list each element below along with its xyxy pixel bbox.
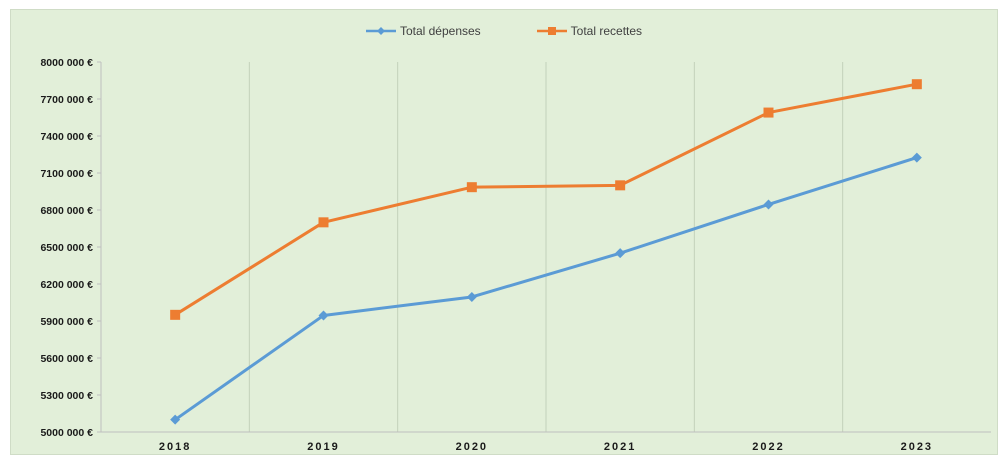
data-point-depenses [911, 152, 922, 163]
x-tick-label: 2021 [604, 441, 636, 453]
y-tick-label: 6800 000 € [40, 205, 93, 217]
y-tick-label: 7700 000 € [40, 94, 93, 106]
series-line-1 [174, 82, 918, 317]
data-point-recettes [170, 309, 181, 320]
x-tick-label: 2018 [159, 441, 191, 453]
data-point-recettes [615, 180, 626, 191]
data-point-depenses [466, 291, 477, 302]
x-tick-label: 2023 [901, 441, 933, 453]
legend-marker-depenses [365, 27, 396, 35]
y-tick-label: 5900 000 € [40, 316, 93, 328]
data-point-depenses [615, 248, 626, 259]
data-point-depenses [170, 414, 181, 425]
chart-area: Total dépenses Total recettes 5000 000 €… [10, 9, 998, 455]
data-point-recettes [763, 107, 774, 118]
data-point-depenses [318, 310, 329, 321]
data-point-recettes [318, 217, 329, 228]
x-tick-label: 2022 [752, 441, 784, 453]
y-tick-label: 5300 000 € [40, 390, 93, 402]
y-tick-label: 8000 000 € [40, 57, 93, 69]
y-tick-label: 5000 000 € [40, 427, 93, 439]
data-point-depenses [763, 199, 774, 210]
series-line-0 [174, 156, 918, 421]
data-point-recettes [911, 79, 922, 90]
y-tick-label: 5600 000 € [40, 353, 93, 365]
y-tick-label: 6200 000 € [40, 279, 93, 291]
x-tick-label: 2019 [307, 441, 339, 453]
y-tick-label: 7400 000 € [40, 131, 93, 143]
legend-label-recettes: Total recettes [570, 24, 643, 38]
legend: Total dépenses Total recettes [11, 24, 997, 38]
legend-label-depenses: Total dépenses [399, 24, 481, 38]
y-tick-label: 7100 000 € [40, 168, 93, 180]
legend-marker-recettes [536, 27, 567, 35]
legend-item-recettes: Total recettes [536, 24, 643, 38]
legend-item-depenses: Total dépenses [365, 24, 481, 38]
line-chart: 5000 000 € 5300 000 € 5600 000 € 5900 000 €… [40, 57, 991, 453]
x-tick-label: 2020 [456, 441, 488, 453]
data-point-recettes [466, 182, 477, 193]
y-tick-label: 6500 000 € [40, 242, 93, 254]
